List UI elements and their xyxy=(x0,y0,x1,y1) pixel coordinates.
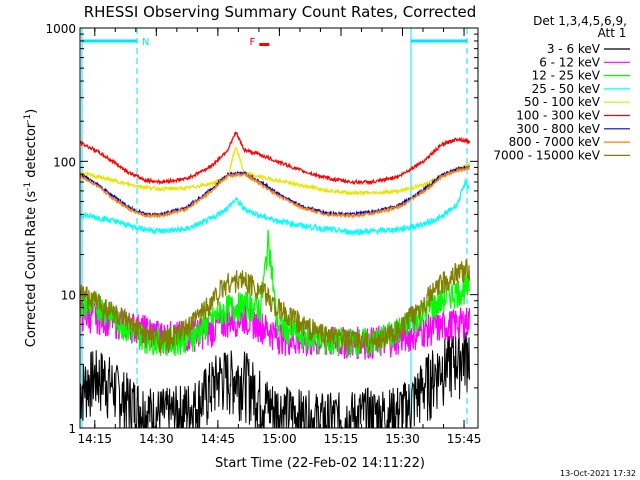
y-label-part: detector xyxy=(24,122,39,182)
x-tick-label: 15:15 xyxy=(324,432,359,446)
y-label-part: Corrected Count Rate (s xyxy=(24,191,39,348)
legend-label: 6 - 12 keV xyxy=(539,55,601,69)
series-line xyxy=(79,146,471,197)
y-tick-label: 100 xyxy=(53,155,76,169)
x-tick-label: 14:30 xyxy=(139,432,174,446)
legend-label: 3 - 6 keV xyxy=(547,42,601,56)
x-tick-label: 15:30 xyxy=(385,432,420,446)
y-tick-label: 1 xyxy=(68,422,76,436)
flag-marker-label: N xyxy=(142,37,149,48)
series-line xyxy=(79,328,470,430)
y-label-part: ) xyxy=(24,109,39,114)
y-tick-label: 1000 xyxy=(45,22,76,36)
y-label-sup: -1 xyxy=(23,182,33,191)
series-line xyxy=(79,258,471,355)
legend-label: 12 - 25 keV xyxy=(532,69,601,83)
y-label-sup: -1 xyxy=(23,114,33,123)
legend-label: 100 - 300 keV xyxy=(516,109,600,123)
x-tick-label: 14:45 xyxy=(201,432,236,446)
y-axis-label: Corrected Count Rate (s-1 detector-1) xyxy=(23,109,39,347)
series-line xyxy=(79,166,470,219)
legend-label: 800 - 7000 keV xyxy=(509,135,601,149)
x-tick-label: 15:00 xyxy=(262,432,297,446)
x-tick-label: 14:15 xyxy=(77,432,112,446)
x-tick-label: 15:45 xyxy=(447,432,482,446)
legend-label: 7000 - 15000 keV xyxy=(493,148,600,162)
x-axis-label: Start Time (22-Feb-02 14:11:22) xyxy=(215,456,425,471)
chart-title: RHESSI Observing Summary Count Rates, Co… xyxy=(84,3,477,21)
timestamp: 13-Oct-2021 17:32 xyxy=(560,469,636,478)
series-line xyxy=(79,164,470,218)
legend-label: 25 - 50 keV xyxy=(532,82,601,96)
y-tick-label: 10 xyxy=(61,289,76,303)
flag-marker-label: F xyxy=(249,37,255,48)
legend-header-line: Det 1,3,4,5,6,9, xyxy=(533,14,627,28)
flare-flag-bar xyxy=(259,43,270,46)
legend-header-line: Att 1 xyxy=(598,26,627,40)
legend-label: 300 - 800 keV xyxy=(516,122,600,136)
series-line xyxy=(79,131,471,186)
legend-label: 50 - 100 keV xyxy=(524,95,601,109)
series-line xyxy=(79,178,470,237)
